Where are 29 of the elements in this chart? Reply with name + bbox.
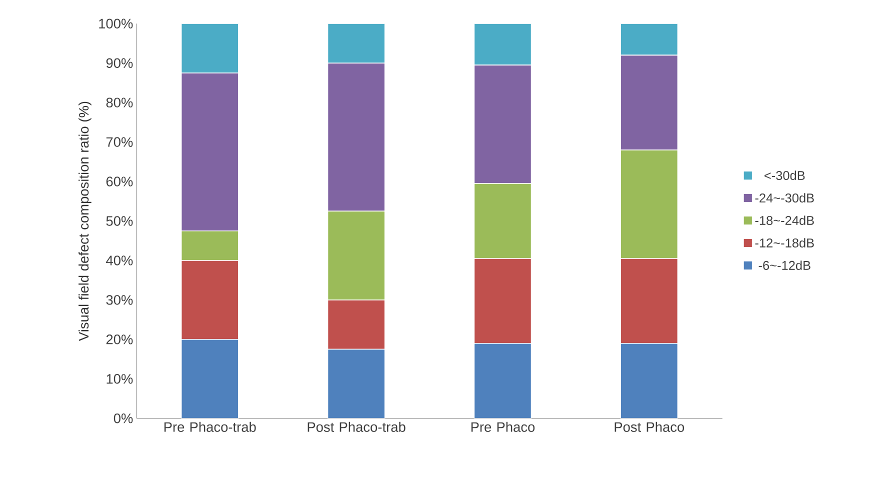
bar: [474, 23, 532, 66]
y-tick-label: 90%: [106, 58, 133, 68]
bar: [474, 342, 532, 418]
y-tick-label: 50%: [106, 216, 133, 226]
y-axis-title: Visual field defect composition ratio (%): [78, 102, 92, 341]
y-tick-label: 60%: [106, 176, 133, 186]
bar: [620, 23, 678, 56]
x-tick-label: Pre Phaco: [471, 422, 535, 432]
y-tick-label: 0%: [114, 413, 133, 424]
bar: [327, 23, 386, 64]
bar: [180, 23, 239, 74]
y-tick-label: 70%: [106, 136, 133, 147]
x-tick-label: Pre Phaco-trab: [164, 422, 256, 432]
legend-label: -24~-30dB: [755, 192, 814, 202]
legend-label: -18~-24dB: [755, 215, 814, 225]
y-tick-label: 40%: [106, 255, 133, 266]
bar: [620, 342, 678, 418]
bar: [327, 348, 386, 418]
bar: [180, 338, 239, 418]
y-tick-label: 10%: [106, 374, 133, 384]
x-tick-label: Post Phaco-trab: [308, 422, 406, 432]
y-tick-label: 30%: [106, 294, 133, 305]
legend-label: <-30dB: [764, 170, 805, 180]
y-tick-label: 20%: [106, 334, 133, 344]
legend-label: -12~-18dB: [755, 238, 814, 248]
legend-label: -6~-12dB: [758, 260, 810, 270]
x-tick-label: Post Phaco: [614, 422, 684, 432]
y-tick-label: 100%: [99, 18, 133, 28]
y-tick-label: 80%: [106, 98, 133, 108]
